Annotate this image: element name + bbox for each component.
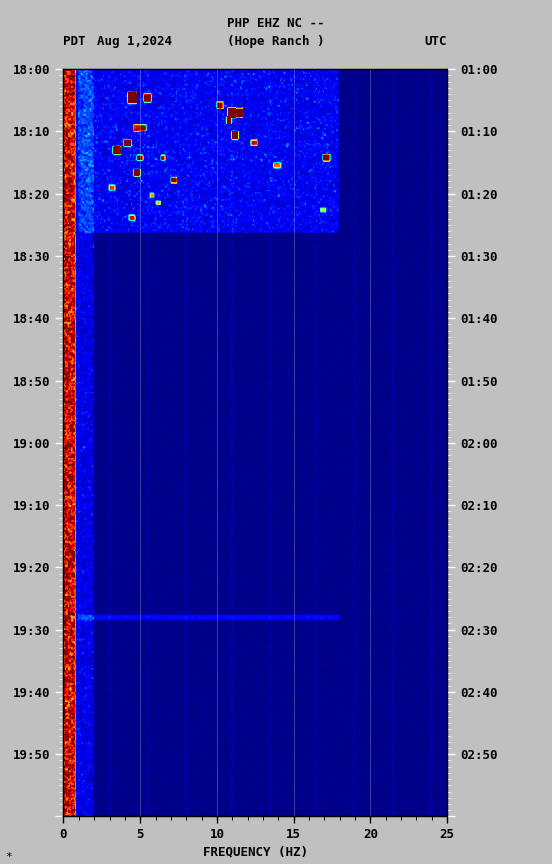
Text: PDT: PDT <box>63 35 86 48</box>
Text: Aug 1,2024: Aug 1,2024 <box>97 35 172 48</box>
Text: UTC: UTC <box>424 35 447 48</box>
Text: *: * <box>6 852 12 862</box>
Text: (Hope Ranch ): (Hope Ranch ) <box>227 35 325 48</box>
Text: PHP EHZ NC --: PHP EHZ NC -- <box>227 17 325 30</box>
X-axis label: FREQUENCY (HZ): FREQUENCY (HZ) <box>203 846 308 859</box>
